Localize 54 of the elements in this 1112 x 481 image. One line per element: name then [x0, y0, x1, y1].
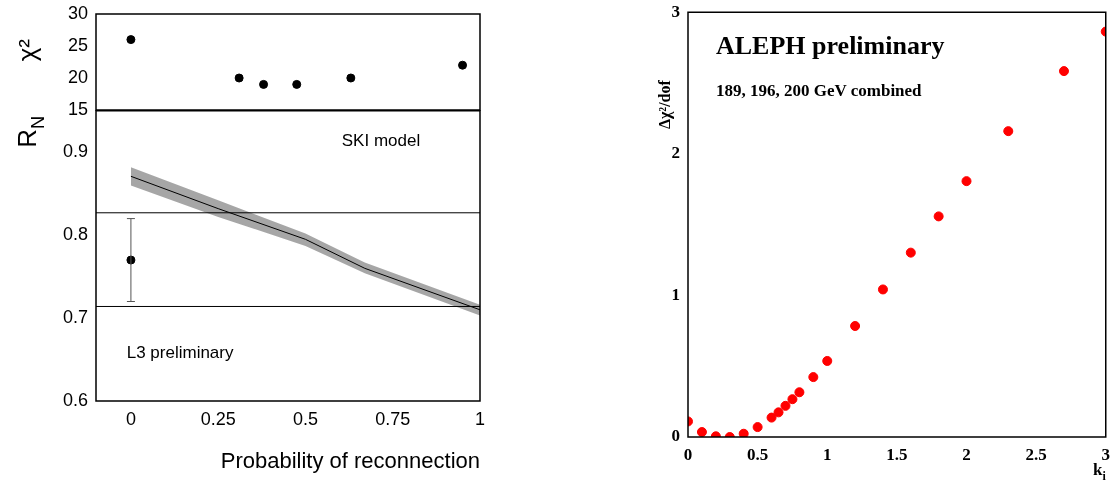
x-tick-label: 0 [125, 408, 136, 429]
y-tick-label: 25 [67, 34, 88, 55]
point [126, 35, 136, 45]
x-tick-label: 0.25 [200, 408, 236, 429]
point [766, 412, 777, 423]
y-tick-label: 0.9 [62, 141, 88, 162]
y-tick-label: 0.7 [62, 307, 88, 328]
point [787, 394, 798, 405]
x-tick-label: 1 [823, 444, 832, 464]
point [1003, 126, 1014, 137]
point [292, 79, 302, 89]
y-tick-label: 1 [671, 284, 680, 304]
point [933, 211, 944, 222]
x-tick-label: 1.5 [886, 444, 908, 464]
y-tick-label: 2 [671, 143, 680, 163]
y-axis-title: χ² [12, 38, 42, 62]
y-axis-title: RN [12, 115, 48, 148]
x-axis-title: Probability of reconnection [220, 448, 480, 473]
point [877, 284, 888, 295]
point [905, 247, 916, 258]
point [458, 60, 468, 70]
point [259, 79, 269, 89]
point [752, 422, 763, 433]
x-tick-label: 0.5 [292, 408, 318, 429]
y-tick-label: 0.6 [62, 389, 88, 410]
text: 189, 196, 200 GeV combined [716, 81, 923, 101]
point [822, 355, 833, 366]
annotation: L3 preliminary [126, 342, 234, 362]
point [738, 428, 749, 437]
x-tick-label: 3 [1101, 444, 1110, 464]
point [346, 73, 356, 83]
x-tick-label: 0.75 [375, 408, 411, 429]
point [234, 73, 244, 83]
x-tick-label: 0.5 [747, 444, 769, 464]
x-tick-label: 1 [474, 408, 486, 429]
x-tick-label: 2.5 [1025, 444, 1047, 464]
y-tick-label: 30 [67, 2, 88, 23]
annotation: SKI model [341, 130, 421, 150]
text: ALEPH preliminary [716, 31, 945, 61]
point [794, 387, 805, 398]
point [961, 176, 972, 187]
point [780, 400, 791, 411]
y-tick-label: 15 [67, 98, 88, 119]
point [696, 427, 707, 437]
y-axis-title: Δχ²/dof [656, 79, 674, 130]
point [773, 407, 784, 418]
y-tick-label: 0 [671, 426, 680, 446]
x-tick-label: 2 [962, 444, 971, 464]
y-tick-label: 3 [671, 1, 680, 21]
point [808, 372, 819, 383]
point [1058, 66, 1069, 77]
y-tick-label: 0.8 [62, 224, 88, 245]
y-tick-label: 20 [67, 66, 88, 87]
point [850, 320, 861, 331]
